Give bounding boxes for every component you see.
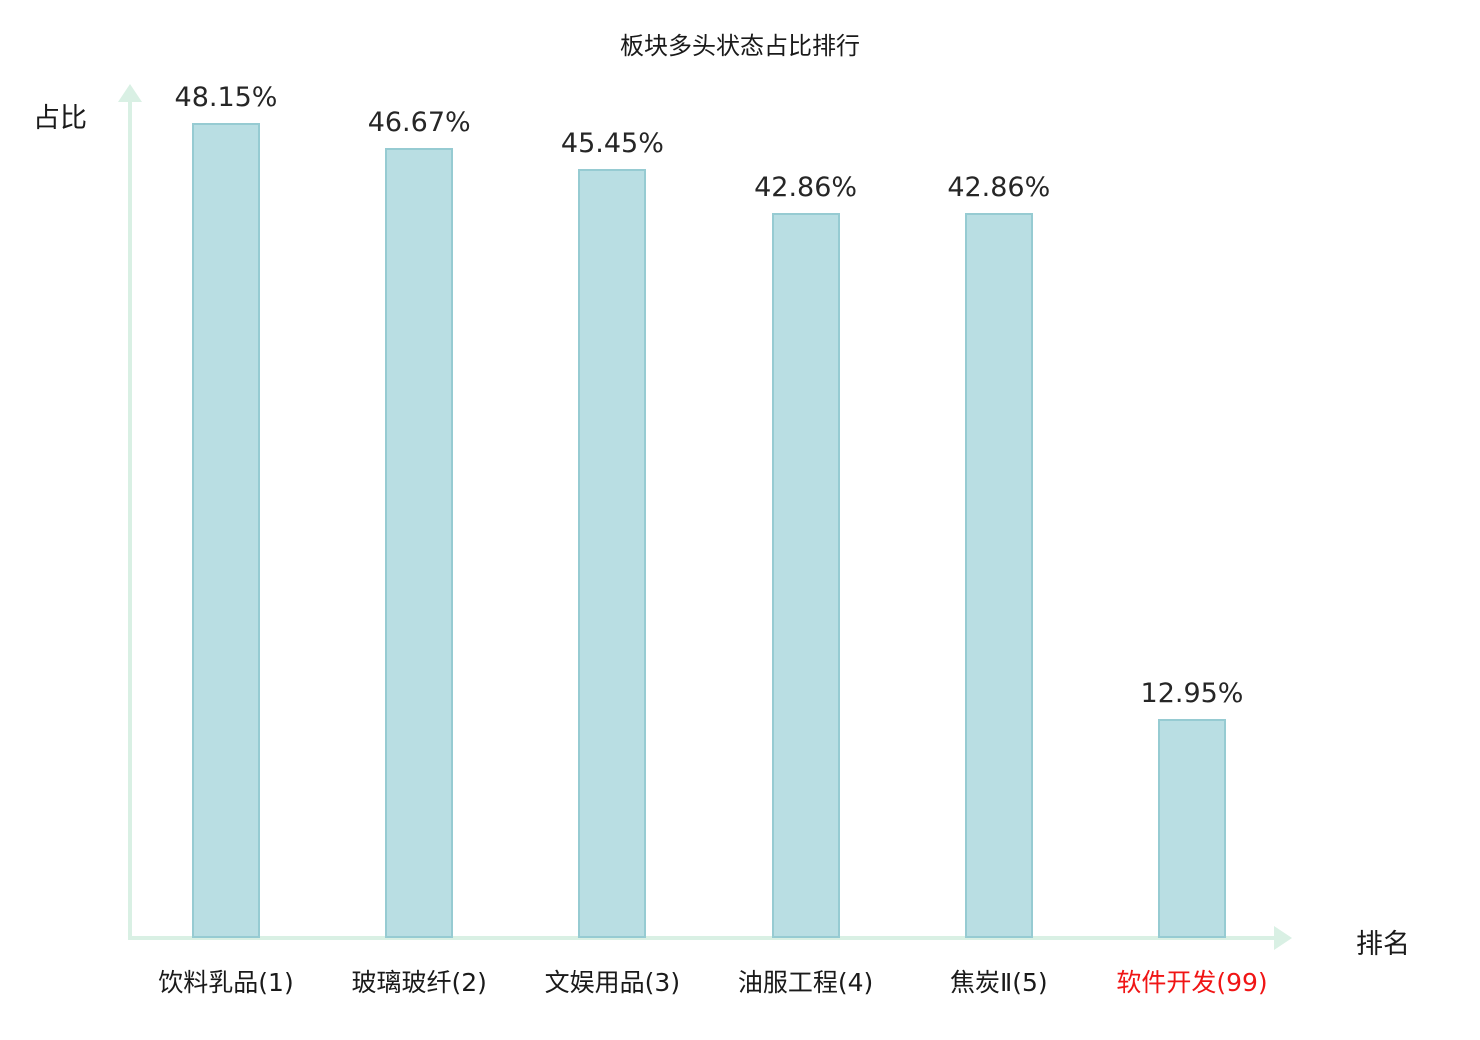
bar bbox=[1158, 719, 1226, 938]
bar bbox=[578, 169, 647, 938]
bar bbox=[385, 148, 454, 938]
bar-category-label: 玻璃玻纤(2) bbox=[351, 968, 487, 997]
bar bbox=[192, 123, 260, 938]
bar-value-label: 12.95% bbox=[1140, 678, 1244, 709]
bar-category-label: 文娱用品(3) bbox=[544, 968, 681, 997]
x-axis-arrow-icon bbox=[1274, 926, 1292, 950]
bar bbox=[964, 213, 1033, 938]
bar-value-label: 45.45% bbox=[560, 128, 664, 159]
bar-category-label: 油服工程(4) bbox=[737, 968, 874, 997]
x-axis-line bbox=[128, 936, 1276, 940]
bar-category-label: 饮料乳品(1) bbox=[158, 968, 294, 997]
bar-category-label: 软件开发(99) bbox=[1116, 968, 1268, 997]
bar-value-label: 46.67% bbox=[367, 107, 471, 138]
bar bbox=[771, 213, 840, 938]
bar-value-label: 42.86% bbox=[947, 172, 1051, 203]
y-axis-line bbox=[128, 100, 132, 940]
y-axis-arrow-icon bbox=[118, 84, 142, 102]
bar-value-label: 42.86% bbox=[754, 172, 858, 203]
bar-value-label: 48.15% bbox=[174, 82, 278, 113]
y-axis-label: 占比 bbox=[33, 103, 87, 134]
chart-title: 板块多头状态占比排行 bbox=[620, 32, 860, 60]
bar-category-label: 焦炭Ⅱ(5) bbox=[949, 968, 1048, 997]
x-axis-label: 排名 bbox=[1356, 929, 1410, 960]
